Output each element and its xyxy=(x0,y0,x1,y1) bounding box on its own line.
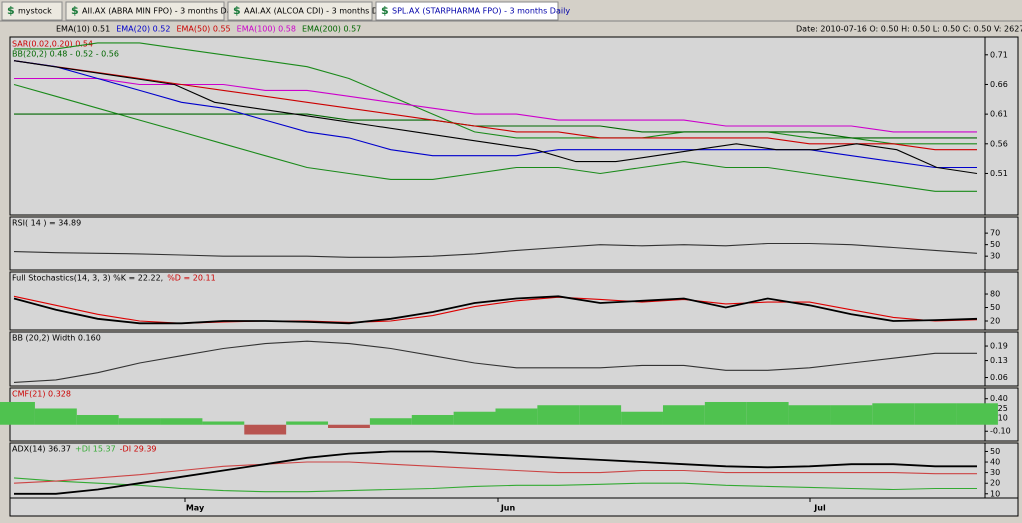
y-tick-label: 0.19 xyxy=(990,342,1008,351)
bar xyxy=(621,411,663,425)
y-tick-label: 20 xyxy=(990,317,1000,326)
bar xyxy=(704,401,747,425)
series-line xyxy=(13,83,977,192)
legend-entry: EMA(200) 0.57 xyxy=(302,25,361,34)
tab-label: AAI.AX (ALCOA CDI) - 3 months Daily xyxy=(244,7,392,16)
y-tick-label: 30 xyxy=(990,252,1000,261)
bar xyxy=(286,421,329,425)
bar xyxy=(956,403,998,425)
bar xyxy=(579,405,622,425)
tab[interactable] xyxy=(65,1,225,21)
y-tick-label: 0.10 xyxy=(990,414,1008,423)
tab-icon: $ xyxy=(233,4,241,17)
bar xyxy=(495,408,538,425)
y-tick-label: 0.06 xyxy=(990,373,1008,382)
bar xyxy=(411,414,454,425)
series-line xyxy=(14,42,977,145)
y-tick-label: 0.40 xyxy=(990,394,1008,403)
bar xyxy=(160,418,203,425)
series-line xyxy=(14,450,977,495)
series-line xyxy=(14,113,977,139)
x-tick-label: Jun xyxy=(500,504,516,513)
tab-label: AII.AX (ABRA MIN FPO) - 3 months Daily xyxy=(82,7,241,16)
y-tick-label: 20 xyxy=(990,479,1000,488)
bar xyxy=(76,414,119,425)
tab[interactable] xyxy=(227,1,373,21)
y-tick-label: 40 xyxy=(990,458,1000,467)
y-tick-label: 0.13 xyxy=(990,356,1008,365)
series-line xyxy=(13,60,978,175)
y-tick-label: 80 xyxy=(990,290,1000,299)
tab-icon: $ xyxy=(381,4,389,17)
y-tick-label: 0.66 xyxy=(990,80,1008,89)
bar xyxy=(202,421,245,425)
panel-label: %D = 20.11 xyxy=(167,274,215,283)
bar xyxy=(788,405,831,425)
y-tick-label: 50 xyxy=(990,303,1000,312)
series-line xyxy=(13,60,977,169)
y-tick-label: 0.71 xyxy=(990,50,1008,59)
y-tick-label: 0.25 xyxy=(990,404,1008,413)
bar xyxy=(662,405,705,425)
bar xyxy=(0,401,35,425)
bar xyxy=(244,424,287,435)
tab-label: mystock xyxy=(18,7,52,16)
series-line xyxy=(13,60,977,151)
y-tick-label: 30 xyxy=(990,468,1000,477)
series-line xyxy=(13,461,977,484)
y-tick-label: 10 xyxy=(990,489,1000,498)
panel-label: BB(20,2) 0.48 - 0.52 - 0.56 xyxy=(12,50,119,59)
bar xyxy=(914,403,957,425)
bar xyxy=(369,418,412,425)
x-axis-band xyxy=(9,497,1019,517)
bar xyxy=(537,405,580,425)
tab-icon: $ xyxy=(7,4,15,17)
series-line xyxy=(13,242,978,258)
tab-label: SPL.AX (STARPHARMA FPO) - 3 months Daily xyxy=(392,7,570,16)
y-tick-label: 50 xyxy=(990,240,1000,249)
series-line xyxy=(13,340,977,383)
x-tick-label: May xyxy=(186,504,205,513)
panel-label: Full Stochastics(14, 3, 3) %K = 22.22, xyxy=(12,274,163,283)
y-tick-label: 50 xyxy=(990,447,1000,456)
panel-label: -DI 29.39 xyxy=(120,445,157,454)
bar xyxy=(328,424,370,428)
panel xyxy=(9,216,1019,271)
panel-label: +DI 15.37 xyxy=(75,445,116,454)
series-line xyxy=(13,295,978,325)
bar xyxy=(872,403,915,425)
legend-entry: EMA(50) 0.55 xyxy=(176,25,230,34)
tab[interactable] xyxy=(1,1,63,21)
legend-entry: EMA(20) 0.52 xyxy=(116,25,170,34)
bar xyxy=(453,411,496,425)
y-tick-label: 70 xyxy=(990,229,1000,238)
panel-label: RSI( 14 ) = 34.89 xyxy=(12,219,81,228)
bar xyxy=(746,401,789,425)
panel-label: ADX(14) 36.37 xyxy=(12,445,71,454)
tab[interactable] xyxy=(375,1,559,21)
y-tick-label: 0.61 xyxy=(990,110,1008,119)
panel-label: SAR(0.02,0.20) 0.54 xyxy=(12,40,93,49)
y-tick-label: -0.10 xyxy=(990,427,1011,436)
bar xyxy=(830,405,873,425)
panel xyxy=(9,331,1019,387)
info-text: Date: 2010-07-16 O: 0.50 H: 0.50 L: 0.50… xyxy=(796,25,1022,34)
panel-label: CMF(21) 0.328 xyxy=(12,390,71,399)
bar xyxy=(118,418,161,425)
y-tick-label: 0.51 xyxy=(990,169,1008,178)
series-line xyxy=(13,477,977,493)
x-tick-label: Jul xyxy=(813,504,826,513)
panel-label: BB (20,2) Width 0.160 xyxy=(12,334,101,343)
legend-entry: EMA(100) 0.58 xyxy=(237,25,296,34)
legend-entry: EMA(10) 0.51 xyxy=(56,25,110,34)
y-tick-label: 0.56 xyxy=(990,139,1008,148)
tab-icon: $ xyxy=(71,4,79,17)
bar xyxy=(34,408,77,425)
